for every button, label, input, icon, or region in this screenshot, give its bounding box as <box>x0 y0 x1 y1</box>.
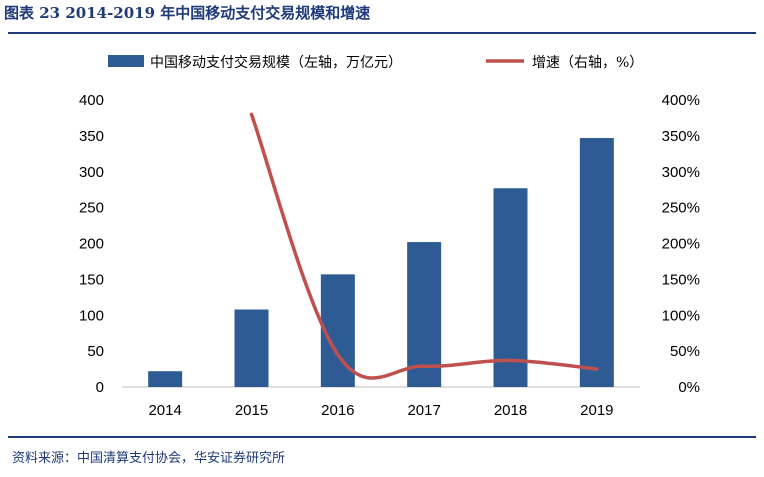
x-tick-label: 2014 <box>148 402 181 419</box>
right-tick-label: 400% <box>662 92 700 109</box>
left-axis: 0 50 100 150 200 250 300 350 400 <box>79 92 104 396</box>
left-tick-label: 400 <box>79 92 104 109</box>
left-tick-label: 350 <box>79 128 104 145</box>
right-tick-label: 100% <box>662 307 700 324</box>
left-tick-label: 50 <box>87 343 104 360</box>
x-tick-label: 2017 <box>407 402 440 419</box>
right-tick-label: 350% <box>662 128 700 145</box>
title-bar <box>8 6 756 34</box>
left-tick-label: 300 <box>79 164 104 181</box>
right-tick-label: 200% <box>662 236 700 253</box>
right-tick-label: 300% <box>662 164 700 181</box>
left-tick-label: 150 <box>79 271 104 288</box>
legend-bar-swatch <box>108 55 144 67</box>
x-tick-label: 2019 <box>580 402 613 419</box>
combo-chart: 中国移动支付交易规模（左轴，万亿元） 增速（右轴，%） 0 50 100 150 200 2… <box>79 54 700 419</box>
right-tick-label: 0% <box>678 379 700 396</box>
growth-line <box>249 112 599 380</box>
x-tick-label: 2018 <box>494 402 527 419</box>
x-tick-label: 2015 <box>235 402 268 419</box>
bar <box>234 309 269 387</box>
x-axis: 2014 2015 2016 2017 2018 2019 <box>122 386 640 419</box>
bar-series <box>148 138 614 387</box>
chart-title: 图表 23 2014-2019 年中国移动支付交易规模和增速 <box>4 4 371 22</box>
left-tick-label: 200 <box>79 236 104 253</box>
line-series <box>249 112 599 380</box>
legend: 中国移动支付交易规模（左轴，万亿元） 增速（右轴，%） <box>108 54 643 71</box>
right-tick-label: 150% <box>662 271 700 288</box>
bar <box>407 242 442 387</box>
legend-bar-label: 中国移动支付交易规模（左轴，万亿元） <box>150 54 402 71</box>
right-tick-label: 250% <box>662 200 700 217</box>
source-rule <box>8 436 756 438</box>
bar <box>148 371 183 387</box>
left-tick-label: 250 <box>79 200 104 217</box>
source-note: 资料来源：中国清算支付协会，华安证券研究所 <box>12 451 286 466</box>
bar <box>579 138 614 387</box>
bar <box>493 188 528 387</box>
legend-line-label: 增速（右轴，%） <box>532 55 643 71</box>
x-tick-label: 2016 <box>321 402 354 419</box>
left-tick-label: 0 <box>96 379 104 396</box>
right-tick-label: 50% <box>670 343 700 360</box>
left-tick-label: 100 <box>79 307 104 324</box>
right-axis: 0% 50% 100% 150% 200% 250% 300% 350% 400% <box>662 92 700 396</box>
